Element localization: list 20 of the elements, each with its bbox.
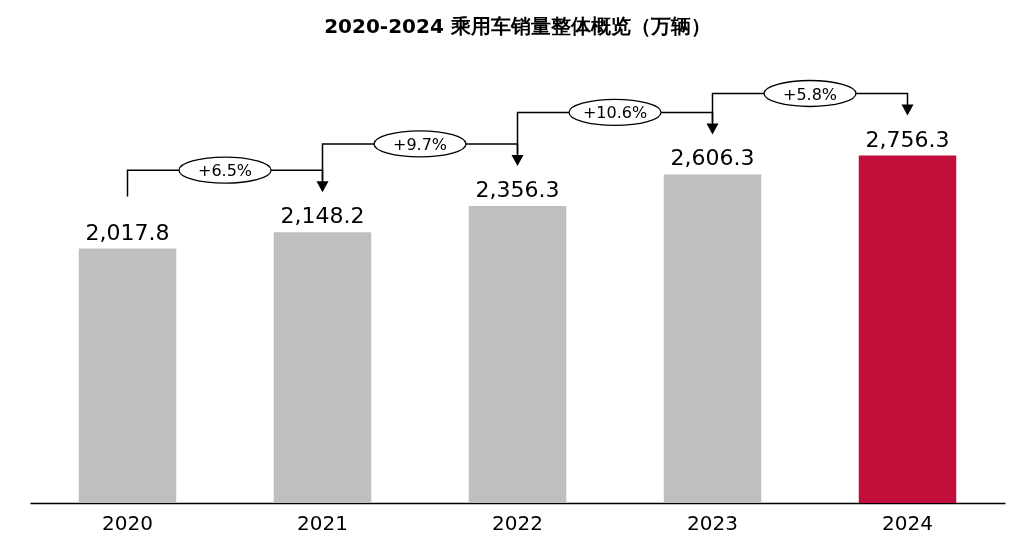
bar bbox=[858, 155, 957, 503]
bar bbox=[78, 248, 177, 503]
x-tick-label: 2021 bbox=[297, 510, 348, 535]
x-tick-label: 2022 bbox=[492, 510, 543, 535]
bar bbox=[663, 174, 762, 503]
chart-title: 2020-2024 乘用车销量整体概览（万辆） bbox=[324, 13, 711, 38]
text: +9.7% bbox=[392, 134, 448, 154]
annotation: +6.5% bbox=[197, 161, 253, 181]
data-label: 2,606.3 bbox=[670, 145, 755, 171]
x-tick-label: 2023 bbox=[687, 510, 738, 535]
text: +5.8% bbox=[782, 84, 838, 104]
data-label: 2,017.8 bbox=[85, 219, 170, 245]
bar bbox=[468, 205, 567, 503]
x-tick-label: 2020 bbox=[102, 510, 153, 535]
bar bbox=[273, 232, 372, 503]
data-label: 2,756.3 bbox=[865, 126, 950, 152]
data-label: 2,148.2 bbox=[280, 203, 365, 229]
x-tick-label: 2024 bbox=[882, 510, 933, 535]
data-label: 2,356.3 bbox=[475, 176, 560, 202]
text: +10.6% bbox=[582, 103, 648, 123]
